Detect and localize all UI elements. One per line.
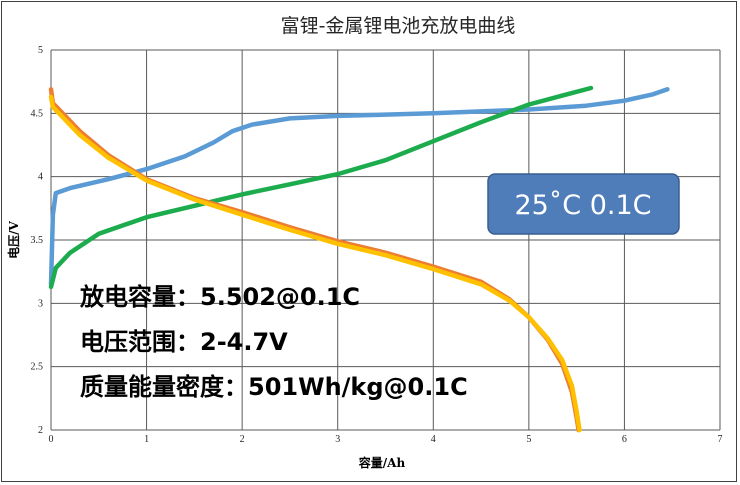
annotation-voltage-range: 电压范围：2-4.7V [80, 328, 288, 356]
annotation-energy-density: 质量能量密度：501Wh/kg@0.1C [80, 373, 468, 401]
condition-badge-box [487, 173, 680, 235]
x-tick-label: 6 [622, 434, 627, 445]
x-axis-label: 容量/Ah [358, 455, 406, 470]
x-tick-label: 3 [335, 434, 340, 445]
series-layer [48, 85, 670, 433]
x-tick-label: 7 [718, 434, 723, 445]
condition-badge-text: 25˚C 0.1C [514, 190, 651, 221]
y-tick-label: 5 [38, 45, 43, 56]
grid [50, 49, 721, 431]
condition-badge: 25˚C 0.1C [487, 173, 680, 235]
chart-title: 富锂-金属锂电池充放电曲线 [281, 15, 516, 37]
y-axis-label: 电压/V [6, 220, 21, 258]
x-tick-label: 2 [240, 434, 245, 445]
tick-labels: 0 1 2 3 4 5 6 7 2 2.5 3 3.5 4 4.5 5 [31, 45, 723, 445]
annotation-capacity: 放电容量：5.502@0.1C [79, 283, 360, 311]
y-tick-label: 2.5 [31, 362, 44, 373]
y-tick-label: 3 [38, 298, 43, 309]
y-tick-label: 3.5 [31, 235, 44, 246]
x-tick-label: 4 [431, 434, 436, 445]
series-line-0 [48, 87, 670, 287]
x-tick-label: 1 [144, 434, 149, 445]
series-line-1 [48, 85, 594, 290]
x-tick-label: 5 [526, 434, 531, 445]
x-tick-label: 0 [49, 434, 54, 445]
series-line-3 [48, 94, 582, 433]
y-tick-label: 4 [38, 172, 43, 183]
y-tick-label: 4.5 [31, 108, 44, 119]
y-tick-label: 2 [38, 425, 43, 436]
